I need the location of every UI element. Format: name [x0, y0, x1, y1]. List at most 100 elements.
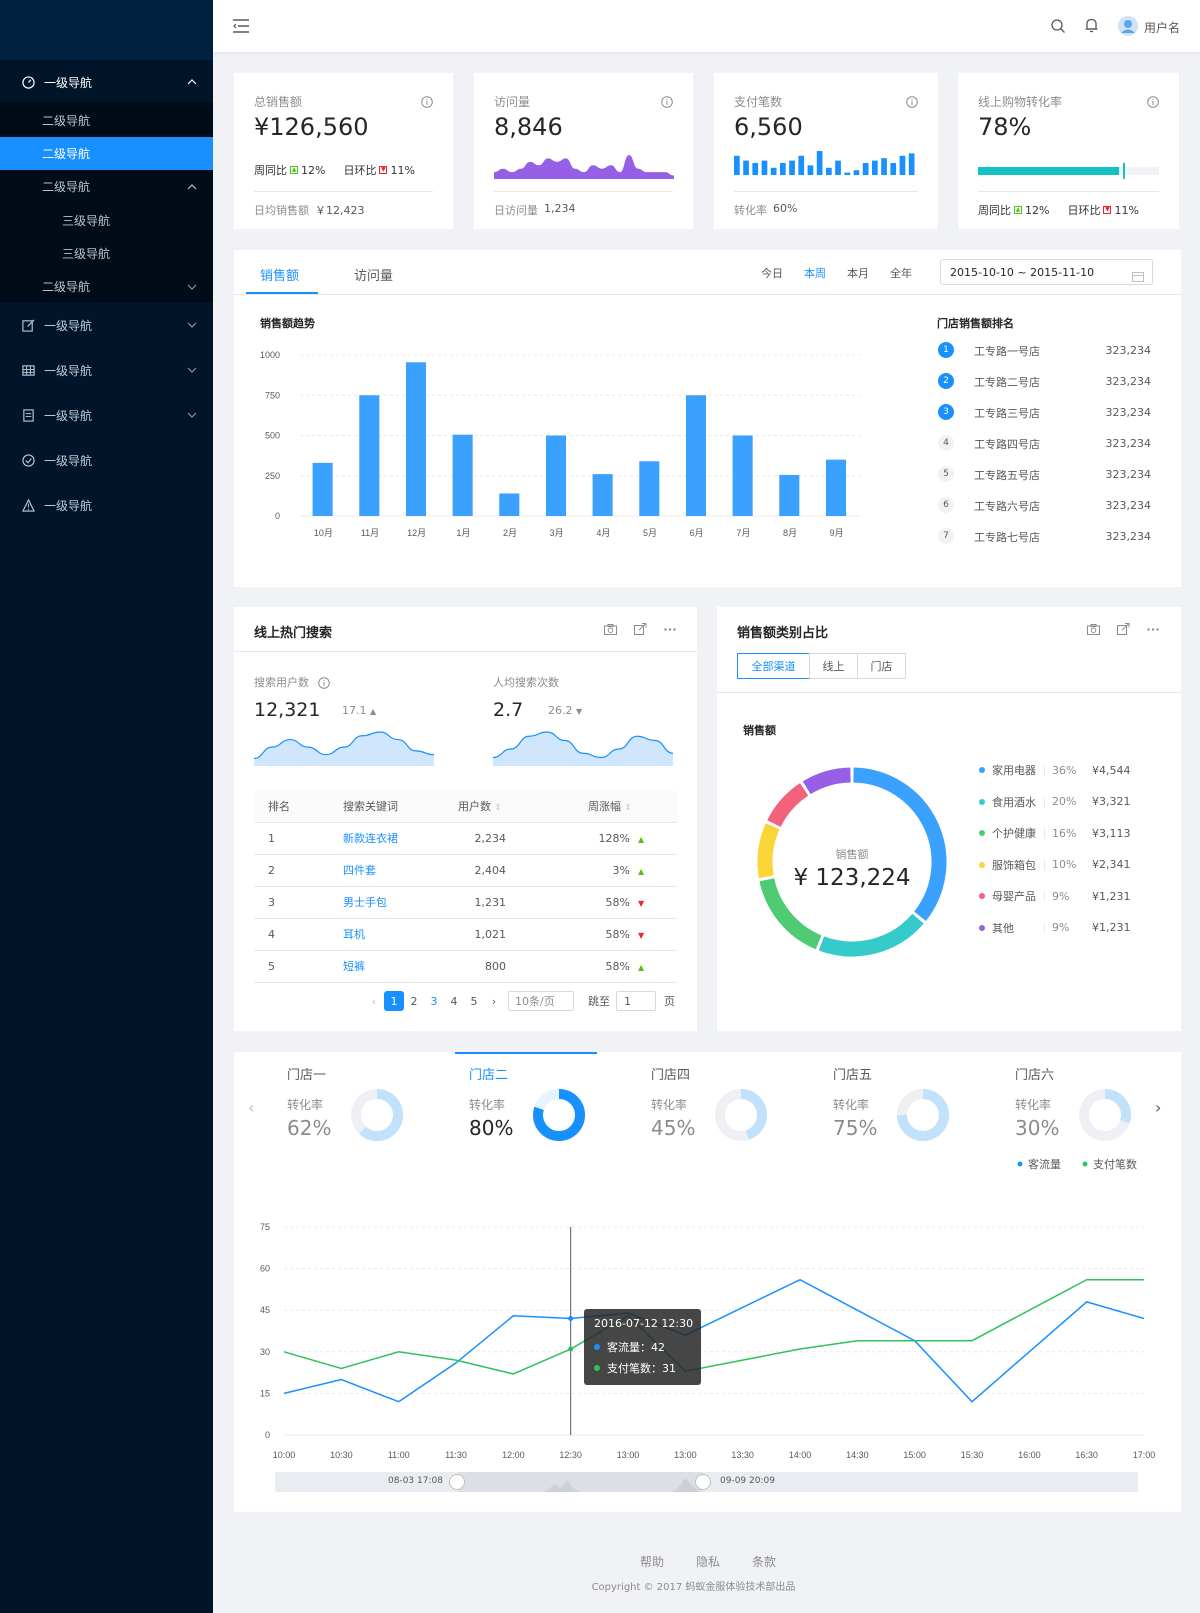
- page-item[interactable]: 2: [410, 994, 418, 1008]
- prev-arrow-icon[interactable]: ‹: [248, 1098, 255, 1117]
- export-icon[interactable]: [1117, 623, 1130, 635]
- date-range-picker[interactable]: 2015-10-10 ~ 2015-11-10: [940, 259, 1153, 285]
- search-per-mini-chart: [493, 731, 673, 766]
- legend-dot: [1082, 1161, 1088, 1167]
- sidebar-subitem[interactable]: 二级导航: [0, 104, 213, 137]
- store-tab[interactable]: 门店二 转化率 80%: [469, 1052, 649, 1172]
- search-icon[interactable]: [1051, 19, 1065, 33]
- rank-badge: 2: [938, 373, 954, 389]
- sidebar-item-result[interactable]: 一级导航: [0, 440, 213, 480]
- info-icon[interactable]: [421, 93, 433, 112]
- col-users[interactable]: 用户数 ⇕: [458, 791, 568, 823]
- footer-link-terms[interactable]: 条款: [752, 1555, 777, 1569]
- legend-percent: 10%: [1052, 858, 1077, 871]
- period-month[interactable]: 本月: [847, 267, 869, 280]
- menu-fold-icon[interactable]: [233, 19, 249, 33]
- page-item[interactable]: 3: [430, 994, 438, 1008]
- jump-input[interactable]: 1: [616, 991, 656, 1011]
- cell-keyword-link[interactable]: 新款连衣裙: [343, 822, 458, 855]
- channel-online-button[interactable]: 线上: [809, 653, 858, 679]
- channel-store-button[interactable]: 门店: [857, 653, 906, 679]
- period-year[interactable]: 全年: [890, 267, 912, 280]
- username[interactable]: 用户名: [1144, 21, 1181, 35]
- slider-start-handle[interactable]: [449, 1474, 465, 1490]
- page-item[interactable]: 5: [470, 994, 478, 1008]
- camera-icon[interactable]: [604, 624, 617, 635]
- page-item[interactable]: 4: [450, 994, 458, 1008]
- sales-bar: [825, 459, 846, 516]
- sidebar-subitem-expandable[interactable]: 二级导航: [0, 170, 213, 203]
- cell-keyword-link[interactable]: 耳机: [343, 918, 458, 951]
- y-tick-label: 75: [260, 1222, 270, 1232]
- sidebar-item-dashboard[interactable]: 一级导航: [0, 62, 213, 102]
- info-icon[interactable]: [1147, 93, 1159, 112]
- info-icon[interactable]: [906, 93, 918, 112]
- series-line: [283, 1278, 1144, 1375]
- donut-fill: [1079, 1089, 1131, 1141]
- trend-dod: 日环比 ▼ 11%: [343, 162, 414, 178]
- prev-page-icon[interactable]: ‹: [371, 994, 377, 1008]
- sidebar-third-item[interactable]: 三级导航: [0, 237, 213, 270]
- x-tick-label: 16:00: [1018, 1450, 1041, 1460]
- payment-bar: [770, 167, 777, 175]
- bell-icon[interactable]: [1085, 18, 1098, 33]
- store-tab[interactable]: 门店四 转化率 45%: [651, 1052, 831, 1172]
- rank-store-value: 323,234: [1105, 406, 1152, 419]
- sidebar-item-label: 一级导航: [44, 75, 93, 90]
- page-size-select[interactable]: 10条/页: [508, 991, 574, 1011]
- next-arrow-icon[interactable]: ›: [1155, 1098, 1162, 1117]
- rank-store-value: 323,234: [1105, 375, 1152, 388]
- sidebar-item-form[interactable]: 一级导航: [0, 305, 213, 345]
- sidebar-item-profile[interactable]: 一级导航: [0, 395, 213, 435]
- range-slider[interactable]: 08-03 17:08 09-09 20:09: [275, 1472, 1138, 1492]
- cell-keyword-link[interactable]: 短裤: [343, 950, 458, 983]
- page-item[interactable]: 1: [384, 991, 404, 1011]
- tab-sales[interactable]: 销售额: [260, 269, 300, 284]
- y-tick-label: 45: [260, 1305, 270, 1315]
- tab-visits[interactable]: 访问量: [354, 269, 394, 284]
- info-icon[interactable]: [661, 93, 673, 112]
- legend-value: ¥4,544: [1092, 763, 1131, 777]
- info-icon[interactable]: [318, 674, 330, 693]
- cell-users: 2,404: [458, 854, 568, 887]
- trend-label: 日环比: [343, 164, 377, 177]
- sidebar-item-table[interactable]: 一级导航: [0, 350, 213, 390]
- x-tick-label: 2月: [503, 528, 517, 538]
- store-tab[interactable]: 门店五 转化率 75%: [833, 1052, 1013, 1172]
- next-page-icon[interactable]: ›: [491, 994, 497, 1008]
- footer-link-privacy[interactable]: 隐私: [696, 1555, 721, 1569]
- period-today[interactable]: 今日: [761, 267, 783, 280]
- store-tab[interactable]: 门店一 转化率 62%: [287, 1052, 467, 1172]
- store-tab[interactable]: 门店六 转化率 30%: [1015, 1052, 1195, 1172]
- slider-end-handle[interactable]: [695, 1474, 711, 1490]
- chevron-down-icon: [187, 305, 197, 345]
- sidebar-subitem-expandable[interactable]: 二级导航: [0, 270, 213, 303]
- donut-slice: [818, 913, 924, 957]
- legend-name: 家用电器: [992, 764, 1036, 777]
- channel-all-button[interactable]: 全部渠道: [737, 653, 810, 679]
- cell-keyword-link[interactable]: 男士手包: [343, 886, 458, 919]
- sidebar-item-label: 一级导航: [44, 453, 93, 468]
- avatar[interactable]: [1118, 16, 1138, 36]
- col-change[interactable]: 周涨幅 ⇕: [568, 791, 677, 823]
- y-tick-label: 250: [265, 471, 280, 481]
- store-rate-donut: [533, 1089, 585, 1141]
- footer-link-help[interactable]: 帮助: [640, 1555, 665, 1569]
- more-icon[interactable]: [1147, 628, 1159, 631]
- camera-icon[interactable]: [1087, 624, 1100, 635]
- stat-value: 6,560: [734, 113, 803, 141]
- sidebar-item-exception[interactable]: 一级导航: [0, 485, 213, 525]
- sidebar-third-item[interactable]: 三级导航: [0, 204, 213, 237]
- export-icon[interactable]: [634, 623, 647, 635]
- x-tick-label: 15:00: [903, 1450, 926, 1460]
- store-name: 门店一: [287, 1068, 327, 1083]
- category-subtitle: 销售额: [743, 724, 776, 737]
- more-icon[interactable]: [664, 628, 676, 631]
- stat-footer: 日访问量 1,234: [494, 191, 673, 218]
- donut-fill: [897, 1089, 949, 1141]
- caret-up-icon: ▲: [638, 866, 645, 876]
- period-week[interactable]: 本周: [804, 267, 826, 280]
- sidebar-subitem-selected[interactable]: 二级导航: [0, 137, 213, 170]
- rank-store-value: 323,234: [1105, 499, 1152, 512]
- cell-keyword-link[interactable]: 四件套: [343, 854, 458, 887]
